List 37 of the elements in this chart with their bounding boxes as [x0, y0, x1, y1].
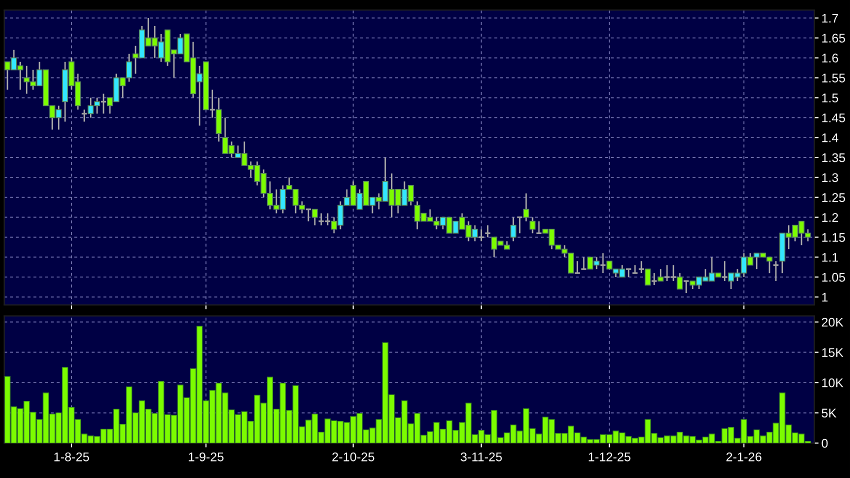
y-tick-label: 15K	[822, 348, 844, 357]
y-tick-label: 1.2	[822, 213, 838, 222]
candlestick	[80, 108, 88, 122]
y-tick-label: 1.6	[822, 54, 838, 63]
y-tick-label: 0	[822, 438, 828, 448]
candlestick	[644, 268, 651, 286]
x-tick-label: 2-1-26	[726, 452, 762, 462]
y-tick-label: 1.35	[822, 153, 846, 162]
y-tick-label: 1.65	[822, 34, 846, 43]
x-tick-label: 1-9-25	[188, 452, 224, 462]
y-tick-label: 1.45	[822, 114, 846, 122]
y-tick-label: 1.05	[822, 272, 846, 282]
y-tick-label: 1.4	[822, 134, 838, 142]
y-tick-label: 1.1	[822, 253, 838, 262]
x-tick-label: 2-10-25	[332, 452, 374, 462]
candlestick	[484, 224, 492, 238]
candlestick	[530, 216, 536, 234]
y-tick-label: 1.3	[822, 173, 838, 182]
candlestick	[574, 260, 581, 274]
y-tick-label: 1.5	[822, 94, 838, 102]
y-tick-label: 1.15	[822, 233, 846, 242]
y-tick-label: 5K	[822, 408, 836, 418]
candlestick	[721, 260, 728, 282]
candlestick	[650, 272, 658, 286]
candlestick	[682, 280, 690, 294]
candlestick	[580, 256, 588, 270]
y-tick-label: 10K	[822, 378, 844, 388]
y-tick-label: 1.7	[822, 14, 838, 23]
x-tick-label: 1-12-25	[588, 452, 630, 462]
candlestick	[510, 216, 516, 242]
y-tick-label: 1	[822, 292, 828, 302]
x-tick-label: 3-11-25	[460, 452, 502, 462]
y-tick-label: 20K	[822, 318, 844, 327]
y-tick-label: 1.55	[822, 74, 846, 82]
x-tick-label: 1-8-25	[54, 452, 90, 462]
y-tick-label: 1.25	[822, 193, 846, 202]
candlestick	[516, 216, 524, 234]
